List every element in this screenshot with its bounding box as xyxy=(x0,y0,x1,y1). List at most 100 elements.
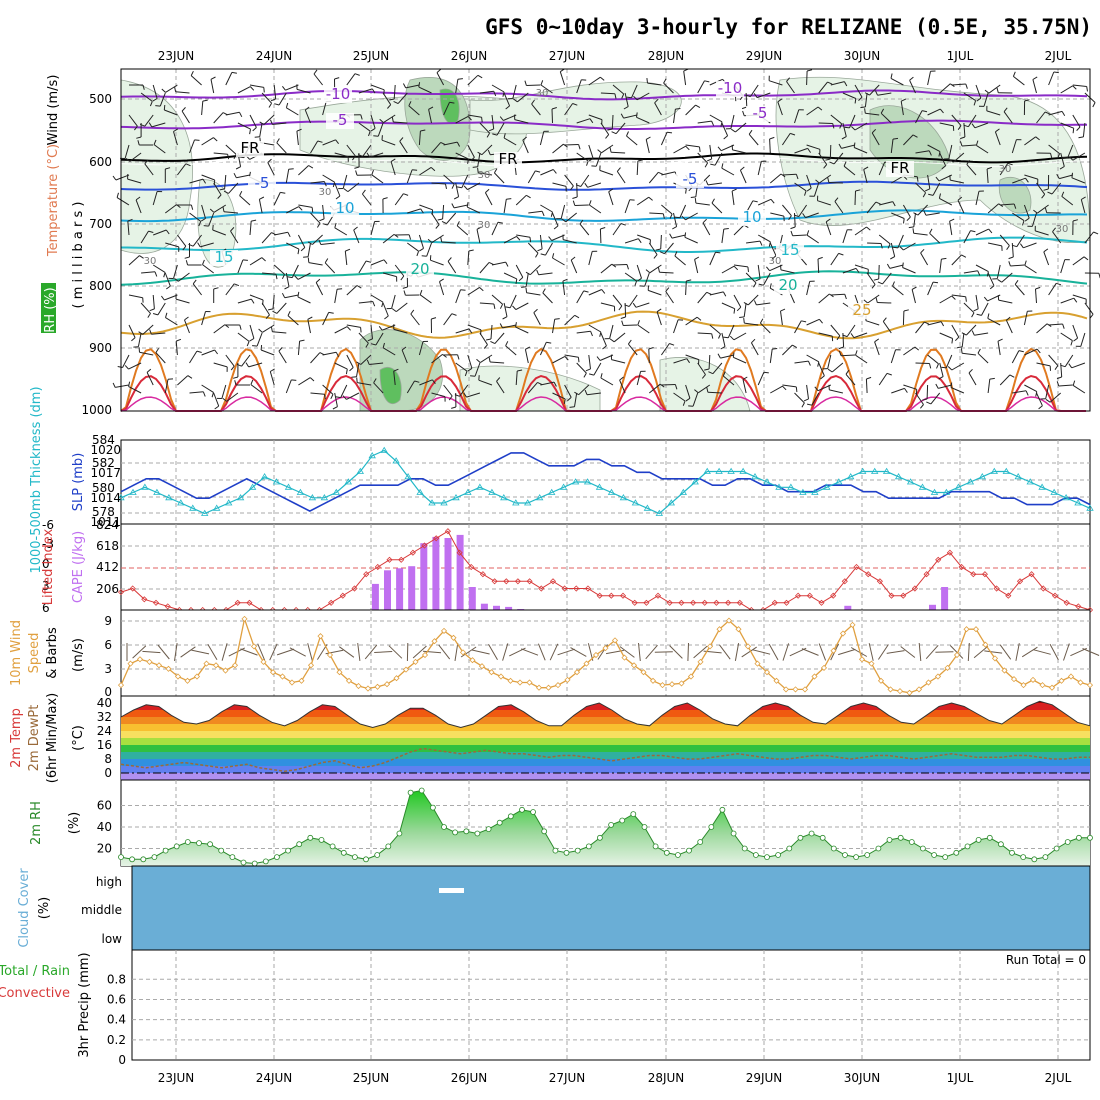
wind-barb xyxy=(842,92,856,99)
wind-barb-flag xyxy=(584,182,589,188)
wind-barb xyxy=(312,234,323,245)
wind-barb xyxy=(849,114,856,129)
wind-marker xyxy=(431,638,438,645)
wind-marker xyxy=(393,675,400,682)
wind-barb-flag xyxy=(485,188,490,193)
wind-barb xyxy=(695,202,710,206)
wind-barb-10m xyxy=(364,644,378,660)
rh-marker xyxy=(597,834,603,841)
wind-barb-flag xyxy=(951,338,954,344)
wind-barb-flag xyxy=(732,352,735,358)
wind-barb xyxy=(153,229,167,236)
wind-barb-flag xyxy=(788,215,792,221)
wind-barb xyxy=(697,384,711,394)
rh-marker xyxy=(608,822,614,828)
wind-barb xyxy=(673,212,678,227)
date-label-top: 28JUN xyxy=(648,49,685,63)
li-marker xyxy=(117,589,125,596)
thickness-marker xyxy=(236,494,245,501)
wind-barb-flag xyxy=(463,392,467,398)
li-marker xyxy=(876,578,883,585)
wind-barb-flag xyxy=(456,221,460,227)
wind-barb xyxy=(157,302,166,316)
contour-label: 25 xyxy=(852,301,871,319)
wind-barb-flag xyxy=(922,192,927,198)
wind-barb xyxy=(399,141,408,154)
wind-barb-flag xyxy=(355,170,358,176)
wind-barb xyxy=(419,166,432,176)
wind-barb xyxy=(664,242,674,255)
wind-marker xyxy=(260,658,267,665)
wind-marker xyxy=(497,673,505,680)
ylabel-cape: CAPE (J/kg) xyxy=(71,531,86,603)
wind-barb-flag xyxy=(1032,76,1038,80)
wind-barb-flag xyxy=(658,171,664,175)
li-marker xyxy=(1063,599,1070,606)
wind-barb xyxy=(146,372,154,386)
rh-marker xyxy=(184,839,191,845)
wind-barb-flag xyxy=(834,197,839,202)
wind-barb-flag xyxy=(855,189,861,192)
temp-band xyxy=(121,766,1090,773)
date-label-bottom: 24JUN xyxy=(256,1071,293,1085)
wind-barb-flag xyxy=(1057,153,1061,159)
wind-barb-flag xyxy=(864,108,866,114)
thickness-marker xyxy=(787,483,795,490)
wind-barb-flag xyxy=(681,215,686,221)
wind-barb xyxy=(1001,272,1013,283)
wind-barb-flag xyxy=(941,366,947,369)
wind-barb xyxy=(1072,152,1086,161)
li-marker xyxy=(433,535,440,542)
wind-barb-flag xyxy=(886,263,891,269)
wind-barb xyxy=(974,332,989,336)
wind-barb xyxy=(430,259,444,266)
wind-barb-flag xyxy=(817,361,820,367)
wind-barb xyxy=(889,264,904,269)
thickness-marker xyxy=(751,473,759,480)
wind-barb-flag xyxy=(806,230,810,236)
wind-barb xyxy=(877,92,892,96)
wind-barb-flag xyxy=(960,136,966,140)
rh-legend-swatch xyxy=(41,283,56,333)
wind-barb-flag xyxy=(1072,219,1079,222)
wind-barb xyxy=(891,387,905,394)
wind-barb xyxy=(552,182,567,187)
date-label-bottom: 27JUN xyxy=(549,1071,586,1085)
wind-barb xyxy=(828,182,843,184)
wind-barb xyxy=(529,264,541,276)
upper-panel-background xyxy=(120,76,1091,412)
wind-marker xyxy=(801,686,809,693)
wind-marker xyxy=(839,630,847,637)
wind-barb xyxy=(390,161,396,176)
wind-barb xyxy=(491,84,505,93)
wind-barb xyxy=(1037,204,1049,214)
wind-barb xyxy=(297,341,301,356)
wind-barb xyxy=(539,234,543,249)
date-label-top: 23JUN xyxy=(158,49,195,63)
contour-label: 10 xyxy=(742,208,761,226)
rh-tick: 60 xyxy=(97,799,112,813)
wind-marker xyxy=(621,654,628,661)
thickness-marker xyxy=(846,473,855,480)
wind-barb xyxy=(769,349,773,364)
ylabel-2m-rh: 2m RH xyxy=(29,801,44,845)
wind-barb-flag xyxy=(393,233,399,238)
wind-barb xyxy=(322,174,335,183)
wind-barb-flag xyxy=(801,320,807,323)
wind-marker xyxy=(564,676,571,683)
wind-barb-flag xyxy=(297,291,300,297)
wind-marker xyxy=(450,634,457,641)
wind-barb xyxy=(637,324,650,334)
thickness-marker xyxy=(547,488,556,495)
wind-barb xyxy=(732,149,747,154)
wind-barb-flag xyxy=(356,361,362,365)
wind-barb-flag xyxy=(1068,156,1074,161)
wind-barb-flag xyxy=(704,162,709,168)
wind-barb xyxy=(854,190,856,206)
li-marker xyxy=(246,599,253,606)
wind-barb xyxy=(285,169,290,184)
wind-barb xyxy=(1024,136,1036,146)
wind-barb xyxy=(697,362,706,375)
wind-barb-flag xyxy=(479,287,484,292)
wind-barb-flag xyxy=(324,258,329,264)
